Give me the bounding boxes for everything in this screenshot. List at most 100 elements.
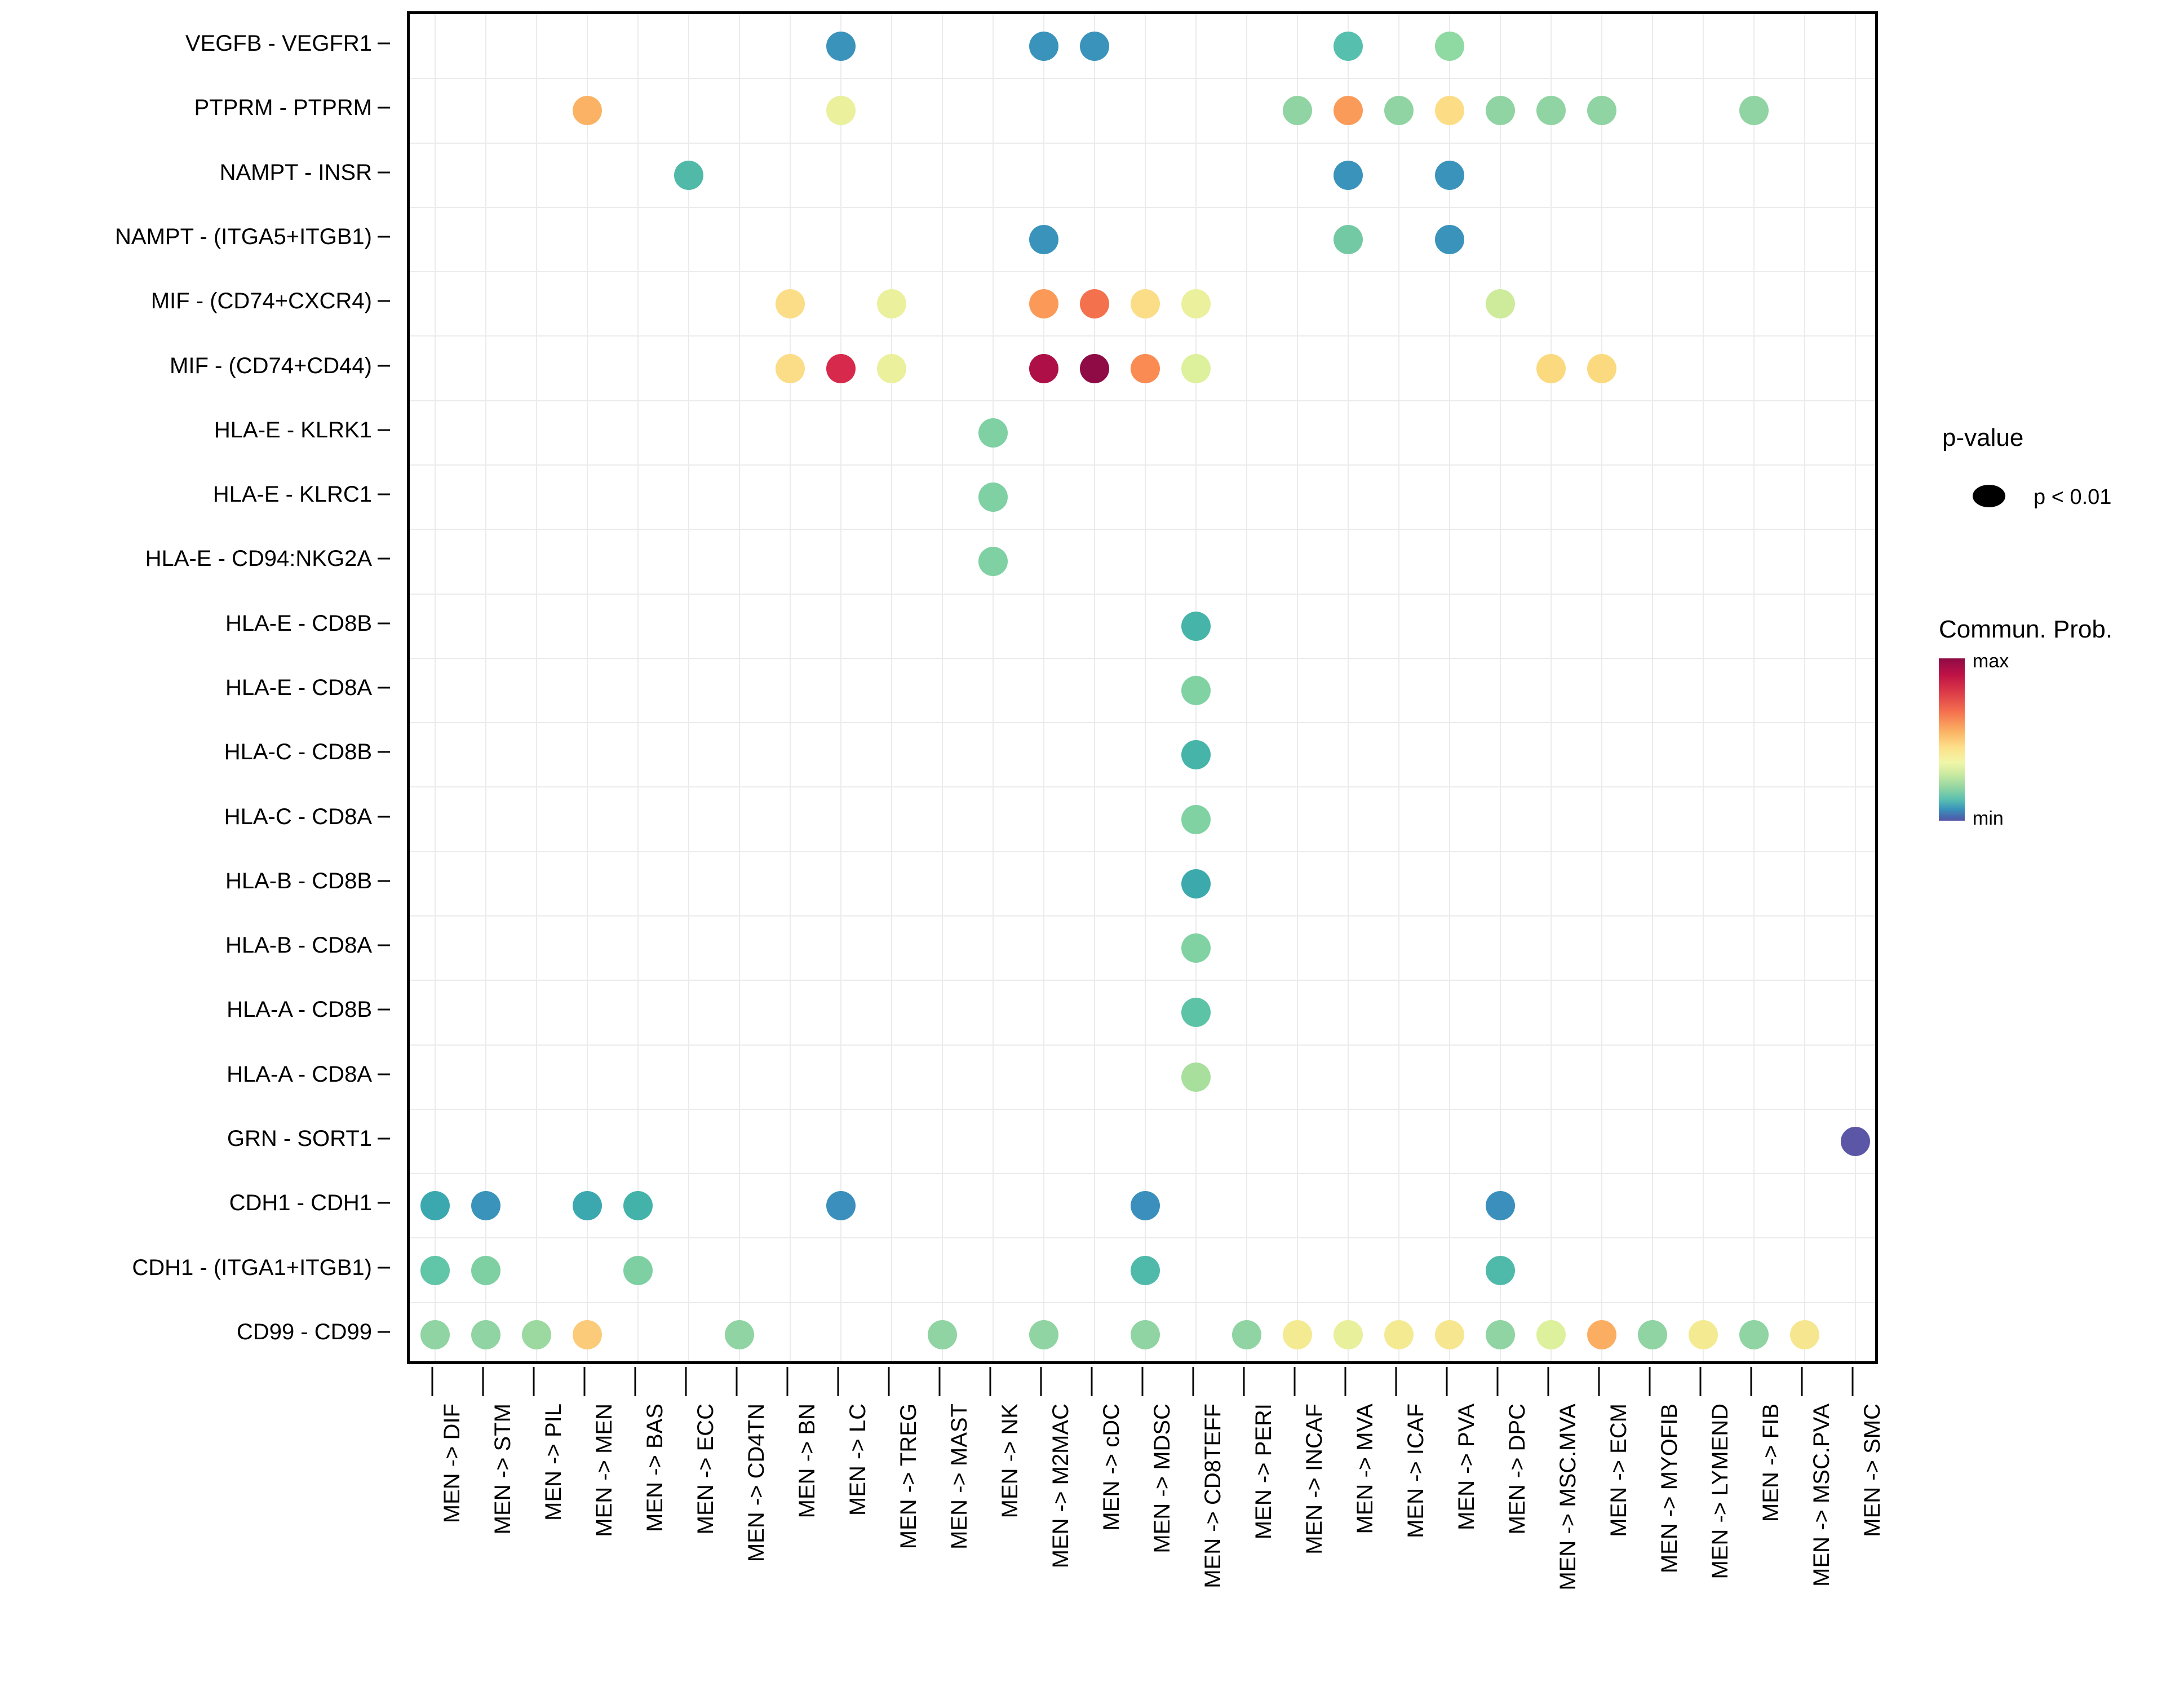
data-point[interactable] [471, 1255, 500, 1285]
data-point[interactable] [725, 1320, 754, 1349]
data-point[interactable] [1435, 160, 1464, 190]
x-axis-tick-mark [482, 1367, 484, 1396]
data-point[interactable] [1790, 1320, 1819, 1349]
data-point[interactable] [1029, 225, 1058, 254]
data-point[interactable] [877, 289, 906, 319]
data-point[interactable] [1181, 804, 1211, 834]
data-point[interactable] [1131, 289, 1160, 319]
data-point[interactable] [928, 1320, 957, 1349]
data-point[interactable] [1486, 1255, 1515, 1285]
data-point[interactable] [1029, 32, 1058, 61]
data-point[interactable] [1536, 353, 1566, 383]
x-axis-tick-label: MEN -> cDC [1099, 1404, 1124, 1531]
data-point[interactable] [1334, 225, 1363, 254]
data-point[interactable] [1181, 676, 1211, 705]
grid-line-vertical [739, 14, 740, 1361]
data-point[interactable] [1181, 933, 1211, 963]
data-point[interactable] [1486, 1320, 1515, 1349]
data-point[interactable] [1435, 96, 1464, 126]
x-axis-tick-label: MEN -> MVA [1353, 1404, 1377, 1534]
grid-line-horizontal [410, 980, 1875, 981]
data-point[interactable] [522, 1320, 551, 1349]
data-point[interactable] [826, 32, 856, 61]
data-point[interactable] [1587, 353, 1616, 383]
data-point[interactable] [1334, 96, 1363, 126]
data-point[interactable] [1435, 32, 1464, 61]
data-point[interactable] [573, 1191, 602, 1221]
data-point[interactable] [573, 1320, 602, 1349]
data-point[interactable] [1334, 160, 1363, 190]
data-point[interactable] [1841, 1127, 1870, 1156]
y-axis: VEGFB - VEGFR1 PTPRM - PTPRM NAMPT - INSR N… [0, 11, 395, 1364]
data-point[interactable] [1486, 96, 1515, 126]
data-point[interactable] [826, 96, 856, 126]
data-point[interactable] [471, 1320, 500, 1349]
grid-line-vertical [1753, 14, 1755, 1361]
data-point[interactable] [1181, 353, 1211, 383]
data-point[interactable] [1181, 869, 1211, 898]
y-axis-tick-mark [378, 42, 390, 45]
data-point[interactable] [1181, 740, 1211, 770]
data-point[interactable] [1029, 289, 1058, 319]
data-point[interactable] [1334, 1320, 1363, 1349]
data-point[interactable] [1131, 1320, 1160, 1349]
data-point[interactable] [1080, 32, 1109, 61]
data-point[interactable] [1486, 1191, 1515, 1221]
data-point[interactable] [1283, 1320, 1312, 1349]
data-point[interactable] [471, 1191, 500, 1221]
data-point[interactable] [1536, 1320, 1566, 1349]
plot-panel [407, 11, 1878, 1364]
x-axis-tick-mark [1699, 1367, 1702, 1396]
data-point[interactable] [1384, 96, 1414, 126]
data-point[interactable] [1587, 1320, 1616, 1349]
data-point[interactable] [1181, 611, 1211, 641]
data-point[interactable] [1029, 353, 1058, 383]
data-point[interactable] [826, 1191, 856, 1221]
data-point[interactable] [623, 1255, 653, 1285]
data-point[interactable] [1232, 1320, 1261, 1349]
grid-line-vertical [840, 14, 841, 1361]
grid-line-vertical [688, 14, 689, 1361]
data-point[interactable] [1080, 289, 1109, 319]
data-point[interactable] [978, 547, 1008, 577]
data-point[interactable] [978, 482, 1008, 512]
data-point[interactable] [978, 418, 1008, 448]
data-point[interactable] [826, 353, 856, 383]
y-axis-tick-mark [378, 1008, 390, 1011]
x-axis-tick-mark [583, 1367, 586, 1396]
data-point[interactable] [1638, 1320, 1667, 1349]
data-point[interactable] [1131, 1255, 1160, 1285]
data-point[interactable] [776, 289, 805, 319]
data-point[interactable] [420, 1191, 450, 1221]
data-point[interactable] [1029, 1320, 1058, 1349]
data-point[interactable] [674, 160, 703, 190]
data-point[interactable] [776, 353, 805, 383]
x-axis-tick-label: MEN -> SMC [1860, 1404, 1885, 1537]
data-point[interactable] [1536, 96, 1566, 126]
data-point[interactable] [1181, 289, 1211, 319]
data-point[interactable] [1384, 1320, 1414, 1349]
data-point[interactable] [1435, 225, 1464, 254]
data-point[interactable] [1739, 96, 1769, 126]
data-point[interactable] [1080, 353, 1109, 383]
data-point[interactable] [1689, 1320, 1718, 1349]
data-point[interactable] [1131, 1191, 1160, 1221]
data-point[interactable] [1739, 1320, 1769, 1349]
grid-line-horizontal [410, 400, 1875, 401]
data-point[interactable] [1435, 1320, 1464, 1349]
x-axis-tick-label: MEN -> BAS [643, 1404, 667, 1532]
data-point[interactable] [420, 1320, 450, 1349]
data-point[interactable] [1181, 998, 1211, 1028]
data-point[interactable] [573, 96, 602, 126]
data-point[interactable] [1587, 96, 1616, 126]
data-point[interactable] [1486, 289, 1515, 319]
data-point[interactable] [877, 353, 906, 383]
data-point[interactable] [1181, 1062, 1211, 1092]
y-axis-tick-mark [378, 751, 390, 753]
data-point[interactable] [623, 1191, 653, 1221]
data-point[interactable] [420, 1255, 450, 1285]
data-point[interactable] [1283, 96, 1312, 126]
data-point[interactable] [1334, 32, 1363, 61]
data-point[interactable] [1131, 353, 1160, 383]
y-axis-tick-label: HLA-E - KLRK1 [214, 417, 372, 442]
